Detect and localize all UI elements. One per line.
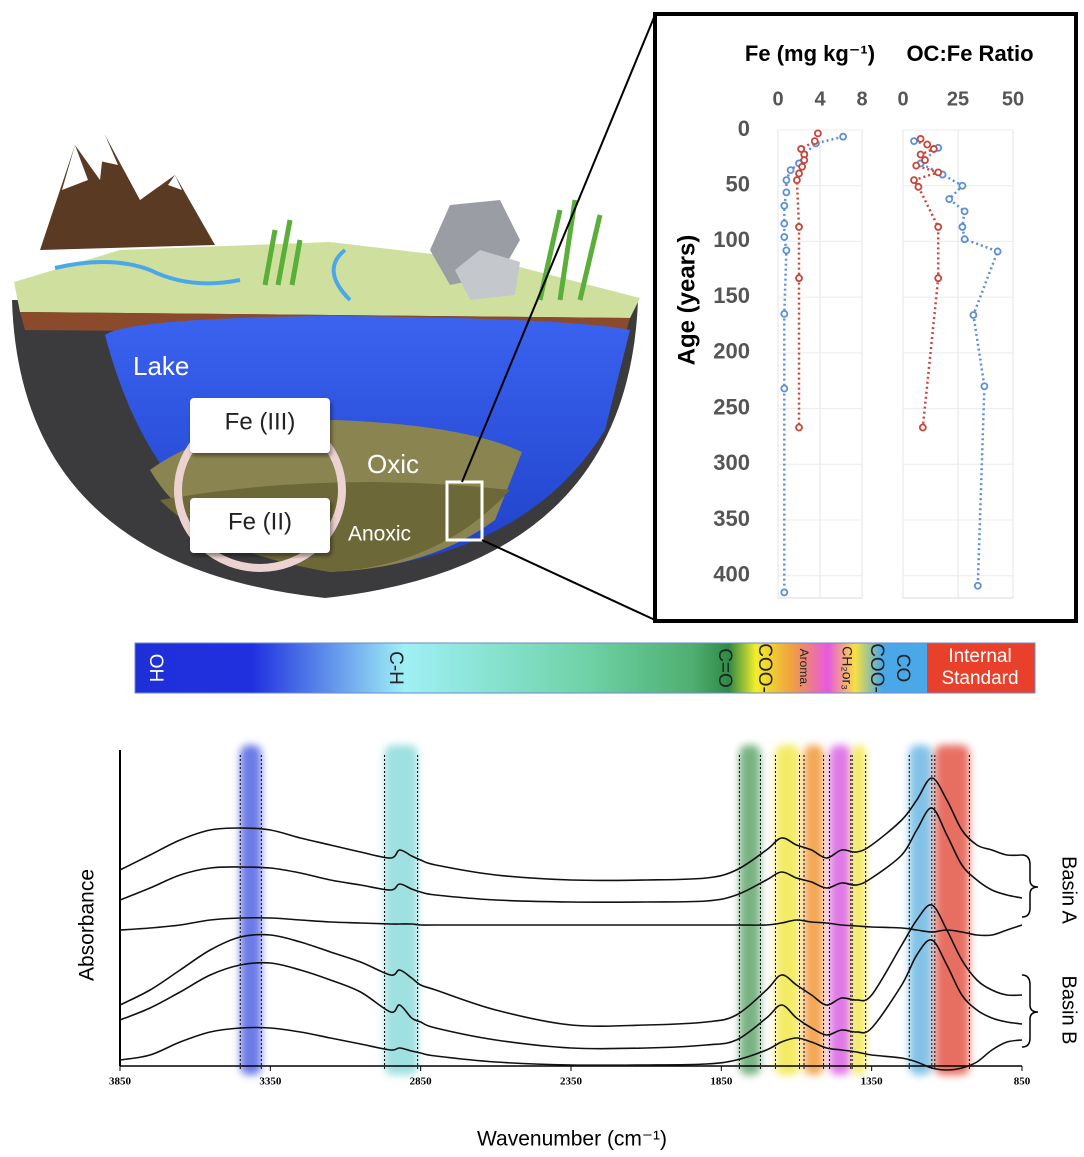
profile-point: [781, 221, 787, 227]
y-axis-label: Absorbance: [76, 869, 99, 981]
lake-label: Lake: [133, 351, 189, 381]
anoxic-label: Anoxic: [348, 523, 411, 546]
y-tick-label: 350: [713, 506, 750, 531]
x-tick-label: 1350: [861, 1076, 884, 1088]
y-tick-label: 100: [713, 227, 750, 252]
band-label: CO: [892, 654, 913, 683]
profile-point: [918, 136, 924, 142]
profile-point: [911, 138, 917, 144]
spectral-band: [385, 745, 418, 1075]
profile-point: [935, 224, 941, 230]
profile-point: [931, 146, 937, 152]
x-tick-label: 25: [947, 88, 969, 110]
profile-point: [799, 164, 805, 170]
band-label: CH₂or₃: [839, 646, 855, 690]
profile-point: [922, 157, 928, 163]
profile-point: [783, 177, 789, 183]
basin-label: Basin A: [1058, 856, 1080, 924]
basin-label: Basin B: [1058, 976, 1080, 1045]
bracket: [1022, 975, 1038, 1047]
spectral-band: [775, 745, 799, 1075]
profile-point: [840, 134, 846, 140]
spectral-band: [830, 745, 851, 1075]
y-tick-label: 400: [713, 562, 750, 587]
y-tick-label: 0: [738, 116, 750, 141]
x-tick-label: 50: [1002, 88, 1024, 110]
profile-point: [981, 383, 987, 389]
fe2-label: Fe (II): [228, 508, 292, 535]
profile-point: [812, 138, 818, 144]
bracket: [1022, 855, 1038, 917]
profile-point: [962, 208, 968, 214]
x-tick-label: 8: [856, 88, 867, 110]
profile-point: [788, 167, 794, 173]
x-tick-label: 3350: [259, 1076, 282, 1088]
profile-point: [781, 234, 787, 240]
internal-standard-label: Standard: [941, 668, 1018, 689]
profile-point: [796, 170, 802, 176]
spectral-band: [852, 745, 866, 1075]
internal-standard-label: Internal: [948, 646, 1011, 667]
y-tick-label: 200: [713, 339, 750, 364]
x-tick-label: 1850: [710, 1076, 733, 1088]
band-label: C=O: [714, 648, 735, 688]
profile-point: [970, 312, 976, 318]
profile-point: [959, 224, 965, 230]
profile-point: [781, 386, 787, 392]
profile-point: [794, 177, 800, 183]
fe3-label: Fe (III): [225, 408, 296, 435]
profile-point: [783, 189, 789, 195]
x-tick-label: 2850: [410, 1076, 433, 1088]
x-tick-label: 0: [897, 88, 908, 110]
spectral-band: [935, 745, 970, 1075]
profile-point: [918, 152, 924, 158]
y-tick-label: 300: [713, 450, 750, 475]
profile-point: [946, 196, 952, 202]
panel-title: Fe (mg kg⁻¹): [745, 41, 875, 66]
figure: Lake Fe (III) Fe (II) Oxic Anoxic OH C-H C…: [0, 0, 1084, 1157]
profile-point: [801, 157, 807, 163]
y-tick-label: 150: [713, 283, 750, 308]
y-tick-label: 250: [713, 394, 750, 419]
profile-point: [924, 141, 930, 147]
profile-point: [781, 589, 787, 595]
x-tick-label: 4: [814, 88, 826, 110]
illustration: Lake Fe (III) Fe (II) Oxic Anoxic: [12, 15, 655, 620]
x-tick-label: 2350: [560, 1076, 583, 1088]
spectral-band: [240, 745, 261, 1075]
band-label: Aroma.: [797, 649, 811, 688]
profile-point: [781, 311, 787, 317]
profile-point: [911, 177, 917, 183]
band-label: OH: [145, 654, 166, 683]
profile-point: [962, 236, 968, 242]
profile-point: [959, 183, 965, 189]
panel-title: OC:Fe Ratio: [906, 41, 1033, 66]
profile-point: [796, 275, 802, 281]
profile-point: [935, 275, 941, 281]
profile-point: [995, 248, 1001, 254]
profile-point: [935, 169, 941, 175]
profile-point: [781, 203, 787, 209]
profile-point: [920, 425, 926, 431]
x-tick-label: 3850: [109, 1076, 132, 1088]
profile-point: [815, 130, 821, 136]
y-tick-label: 50: [726, 172, 750, 197]
band-label: COO-: [866, 643, 887, 693]
profile-point: [915, 184, 921, 190]
profile-point: [913, 163, 919, 169]
profile-point: [975, 583, 981, 589]
profile-point: [796, 425, 802, 431]
profile-point: [796, 224, 802, 230]
x-tick-label: 0: [772, 88, 783, 110]
oxic-label: Oxic: [367, 449, 419, 479]
x-tick-label: 850: [1014, 1076, 1031, 1088]
band-label: COO-: [754, 643, 775, 693]
profile-point: [783, 247, 789, 253]
x-axis-label: Wavenumber (cm⁻¹): [477, 1128, 667, 1151]
y-axis-label: Age (years): [673, 235, 700, 366]
band-label: C-H: [385, 651, 406, 685]
